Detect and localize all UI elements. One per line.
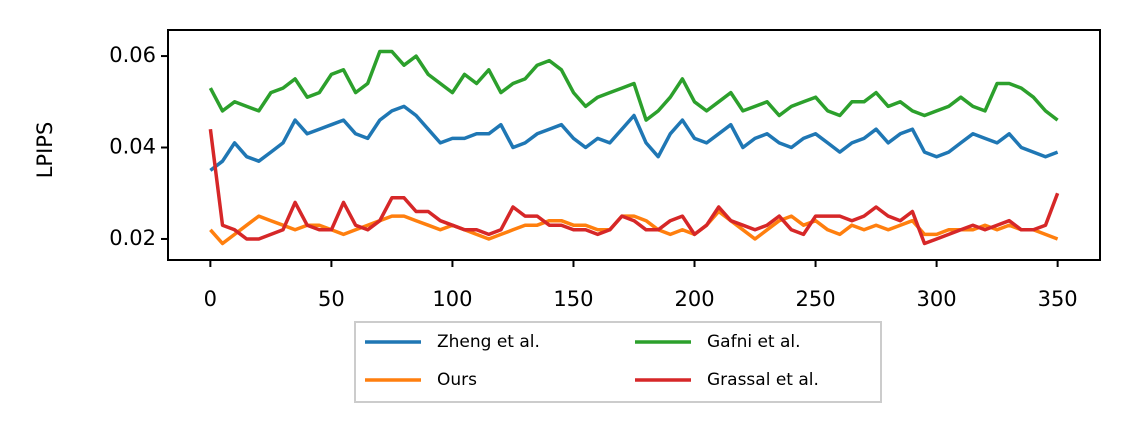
- plot-frame: [167, 29, 1101, 261]
- x-tick-label: 50: [318, 287, 345, 311]
- y-tick-label: 0.04: [109, 135, 156, 159]
- series-line: [208, 49, 1059, 122]
- x-tick-label: 350: [1038, 287, 1078, 311]
- series-line: [209, 104, 1059, 172]
- x-tick-label: 100: [432, 287, 472, 311]
- x-tick-label: 200: [674, 287, 714, 311]
- legend-label: Zheng et al.: [437, 332, 540, 352]
- x-tick-label: 250: [796, 287, 836, 311]
- legend-label: Gafni et al.: [707, 332, 801, 352]
- series-line: [208, 128, 1060, 246]
- legend-label: Grassal et al.: [707, 370, 819, 390]
- y-tick-label: 0.02: [109, 226, 156, 250]
- legend-box: [354, 321, 882, 403]
- x-tick-label: 300: [917, 287, 957, 311]
- y-axis-label: LPIPS: [33, 122, 57, 179]
- y-tick-label: 0.06: [109, 43, 156, 67]
- legend-label: Ours: [437, 370, 477, 390]
- legend: Zheng et al. Ours Gafni et al. Grassal et a…: [354, 321, 882, 403]
- x-tick-label: 150: [553, 287, 593, 311]
- x-tick-label: 0: [204, 287, 217, 311]
